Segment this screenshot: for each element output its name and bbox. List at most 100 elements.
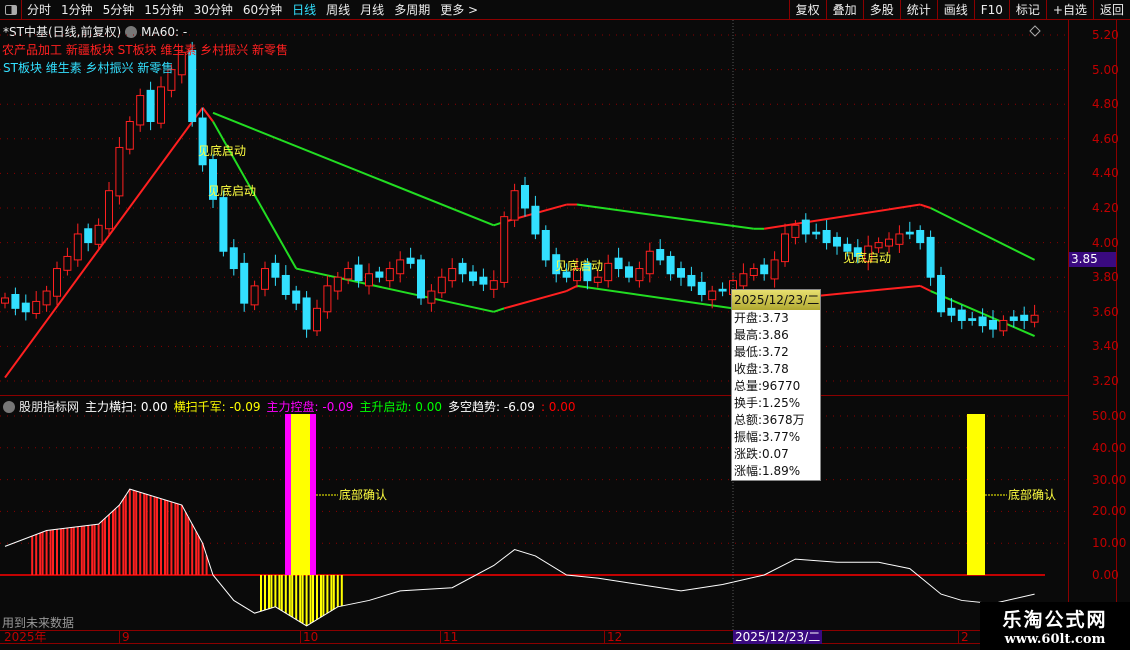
candle-body[interactable] [1009, 316, 1018, 321]
period-tab[interactable]: 1分钟 [61, 3, 93, 17]
period-tab[interactable]: 周线 [326, 3, 351, 17]
candle-body[interactable] [261, 268, 269, 290]
candle-body[interactable] [1, 297, 9, 304]
period-tab[interactable]: 30分钟 [193, 3, 233, 17]
panel-toggle-button[interactable] [0, 0, 22, 20]
candle-body[interactable] [385, 268, 394, 282]
candle-body[interactable] [677, 268, 685, 278]
candle-body[interactable] [937, 274, 945, 313]
candle-body[interactable] [697, 281, 706, 296]
candle-body[interactable] [656, 249, 665, 261]
candle-body[interactable] [760, 264, 769, 275]
candle-body[interactable] [749, 268, 758, 276]
candle-body[interactable] [812, 231, 821, 235]
candle-body[interactable] [167, 69, 176, 91]
candle-body[interactable] [978, 316, 987, 327]
diamond-icon[interactable] [1029, 25, 1041, 37]
candle-body[interactable] [708, 290, 717, 301]
candle-body[interactable] [105, 190, 113, 230]
candle-body[interactable] [94, 224, 103, 245]
candle-body[interactable] [593, 276, 602, 283]
toolbar-button[interactable]: 多股 [862, 0, 900, 20]
period-tab[interactable]: 多周期 [394, 3, 431, 17]
candle-body[interactable] [905, 231, 914, 235]
toolbar-button[interactable]: 标记 [1008, 0, 1046, 20]
period-tab[interactable]: 日线 [292, 3, 317, 17]
candle-body[interactable] [458, 262, 467, 275]
candle-body[interactable] [146, 89, 155, 122]
candle-body[interactable] [1020, 314, 1029, 321]
candle-body[interactable] [292, 290, 301, 304]
candle-body[interactable] [645, 250, 654, 275]
candle-body[interactable] [209, 159, 217, 200]
candle-body[interactable] [635, 268, 644, 282]
candle-body[interactable] [448, 268, 457, 282]
candle-body[interactable] [666, 255, 675, 275]
candle-body[interactable] [271, 262, 280, 278]
candle-body[interactable] [781, 233, 789, 263]
candle-body[interactable] [489, 280, 498, 290]
toolbar-button[interactable]: 统计 [899, 0, 937, 20]
candle-body[interactable] [229, 247, 238, 270]
candle-body[interactable] [791, 224, 800, 238]
candle-body[interactable] [63, 255, 72, 271]
candle-body[interactable] [115, 146, 124, 197]
candle-body[interactable] [552, 254, 561, 275]
candle-body[interactable] [73, 233, 82, 261]
candle-body[interactable] [11, 294, 20, 309]
candle-body[interactable] [500, 216, 509, 283]
candle-body[interactable] [177, 51, 186, 76]
candle-body[interactable] [417, 259, 425, 299]
candle-body[interactable] [333, 276, 342, 292]
candle-body[interactable] [614, 257, 623, 270]
toolbar-button[interactable]: 画线 [936, 0, 974, 20]
panel-divider[interactable] [0, 395, 1068, 396]
period-tab[interactable]: 月线 [360, 3, 385, 17]
period-tab[interactable]: 5分钟 [102, 3, 135, 17]
indicator-name[interactable]: 股朋指标网 [19, 400, 80, 414]
sector-tags-red[interactable]: 农产品加工 新疆板块 ST板块 维生素 乡村振兴 新零售 [2, 43, 289, 57]
candle-body[interactable] [427, 290, 436, 304]
candle-body[interactable] [562, 271, 571, 278]
candle-body[interactable] [885, 238, 893, 247]
candle-body[interactable] [53, 268, 61, 297]
candle-body[interactable] [510, 190, 519, 221]
candle-body[interactable] [957, 309, 966, 321]
candle-body[interactable] [396, 259, 405, 275]
candle-body[interactable] [843, 243, 852, 252]
candle-body[interactable] [916, 229, 925, 244]
candle-body[interactable] [406, 257, 415, 264]
candle-body[interactable] [864, 245, 873, 263]
candle-body[interactable] [926, 236, 935, 278]
candle-body[interactable] [240, 262, 249, 304]
candle-body[interactable] [157, 86, 165, 124]
candle-body[interactable] [521, 185, 529, 209]
candle-body[interactable] [219, 197, 228, 252]
toolbar-button[interactable]: 返回 [1092, 0, 1130, 20]
candle-body[interactable] [302, 297, 311, 330]
candle-body[interactable] [833, 236, 841, 247]
candle-body[interactable] [365, 273, 373, 287]
candle-body[interactable] [989, 319, 997, 330]
candle-body[interactable] [718, 288, 727, 292]
period-tab[interactable]: 分时 [27, 3, 52, 17]
candle-body[interactable] [531, 205, 540, 235]
candle-body[interactable] [874, 242, 883, 249]
candle-body[interactable] [375, 271, 384, 278]
period-tab[interactable]: 15分钟 [144, 3, 184, 17]
candle-body[interactable] [354, 264, 363, 282]
candle-body[interactable] [250, 285, 259, 306]
chevron-down-icon[interactable] [125, 26, 138, 38]
candle-body[interactable] [32, 300, 41, 315]
side-tab-panel[interactable] [1117, 20, 1130, 400]
candle-body[interactable] [188, 50, 197, 122]
candle-body[interactable] [895, 233, 904, 245]
candle-body[interactable] [770, 259, 779, 280]
period-tab[interactable]: 60分钟 [242, 3, 283, 17]
candle-body[interactable] [947, 307, 956, 316]
candle-body[interactable] [313, 307, 321, 332]
candle-body[interactable] [323, 285, 332, 313]
toolbar-button[interactable]: 叠加 [825, 0, 863, 20]
candle-body[interactable] [968, 318, 977, 321]
